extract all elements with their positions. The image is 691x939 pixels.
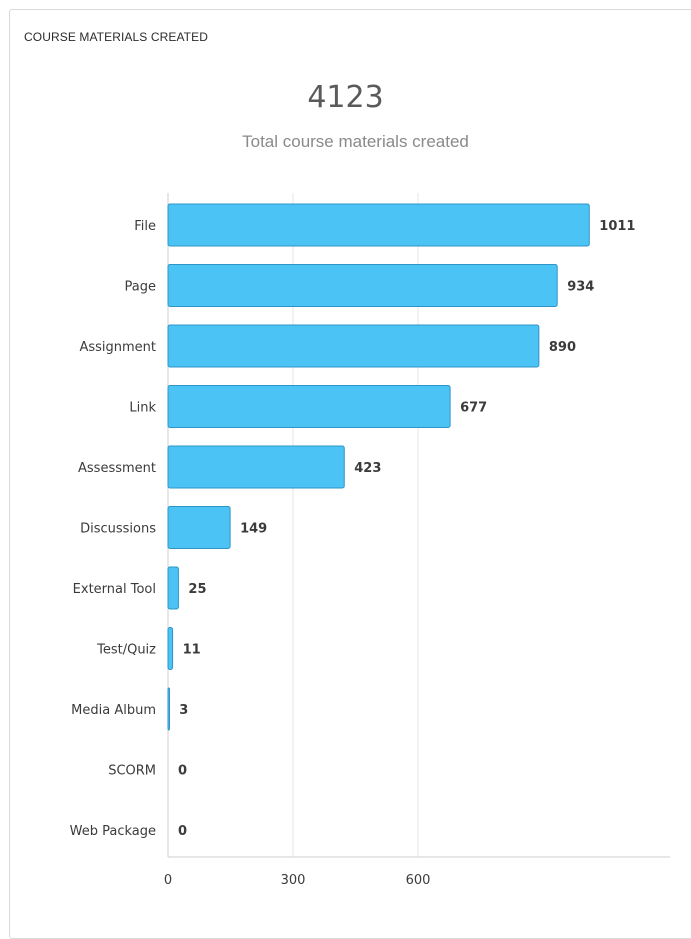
data-label: 934 [567, 280, 594, 295]
category-label: Web Package [70, 824, 156, 839]
category-label: Link [129, 401, 156, 416]
data-label: 0 [178, 764, 187, 779]
widget-title: COURSE MATERIALS CREATED [24, 30, 208, 44]
category-label: External Tool [73, 582, 156, 597]
data-label: 1011 [599, 219, 635, 234]
category-label: Media Album [71, 703, 156, 718]
data-label: 11 [183, 643, 201, 658]
bar[interactable] [167, 687, 170, 731]
data-label: 3 [179, 703, 188, 718]
category-label: SCORM [108, 764, 156, 779]
bar[interactable] [167, 324, 540, 368]
total-label: Total course materials created [242, 132, 469, 151]
data-label: 0 [178, 824, 187, 839]
category-label: Assessment [78, 461, 156, 476]
x-tick-label: 0 [164, 873, 172, 888]
x-tick-label: 300 [281, 873, 306, 888]
bar[interactable] [167, 566, 179, 610]
category-label: File [134, 219, 156, 234]
category-label: Discussions [80, 522, 156, 537]
bar[interactable] [167, 506, 231, 549]
x-tick-label: 600 [406, 873, 431, 888]
bar[interactable] [167, 385, 451, 428]
bars [167, 203, 590, 731]
data-label: 25 [188, 582, 206, 597]
data-label: 149 [240, 522, 267, 537]
category-label: Page [125, 280, 156, 295]
bar[interactable] [167, 445, 345, 489]
category-label: Test/Quiz [96, 643, 156, 658]
data-label: 423 [354, 461, 381, 476]
bar[interactable] [167, 203, 590, 247]
total-value: 4123 [307, 80, 384, 115]
data-label: 890 [549, 340, 576, 355]
bar[interactable] [167, 264, 558, 307]
category-label: Assignment [79, 340, 156, 355]
course-materials-card [9, 9, 691, 939]
bar[interactable] [167, 627, 174, 670]
data-label: 677 [460, 401, 487, 416]
